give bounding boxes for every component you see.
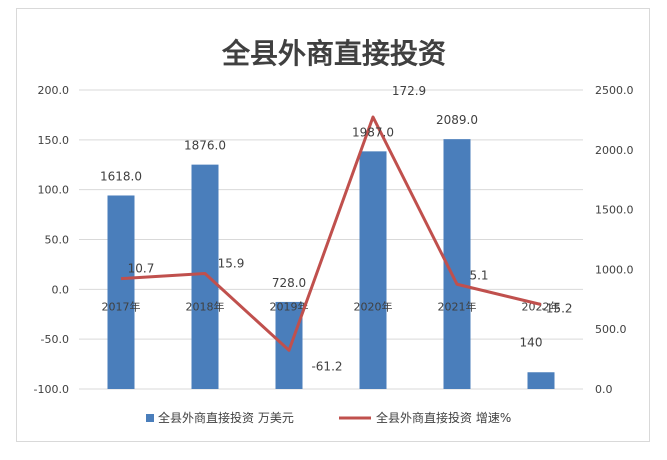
x-tick-label: 2017年 [102,299,141,313]
bar-value-label: 1618.0 [100,169,142,183]
bar [527,372,555,389]
y-right-tick-label: 2000.0 [595,144,634,157]
bar-value-label: 1876.0 [184,139,226,153]
legend-bar-swatch [146,414,154,422]
bar-value-label: 2089.0 [436,113,478,127]
bar-value-label: 1987.0 [352,125,394,139]
y-right-tick-label: 0.0 [595,383,613,396]
bar-value-label: 728.0 [272,276,306,290]
x-tick-label: 2018年 [186,299,225,313]
chart-frame: 全县外商直接投资 2017年 2018年 2019年 2020年 2021年 2022年 … [16,8,650,442]
x-tick-label: 2020年 [354,299,393,313]
legend-bar-label: 全县外商直接投资 万美元 [158,410,294,425]
chart-title: 全县外商直接投资 [221,37,446,70]
x-axis-labels: 2017年 2018年 2019年 2020年 2021年 2022年 [102,299,561,313]
line-value-label: -15.2 [541,301,572,315]
growth-line [120,115,542,352]
y-left-tick-label: 200.0 [38,84,70,97]
bar [107,195,135,389]
y-right-tick-label: 1000.0 [595,263,634,276]
y-right-tick-label: 2500.0 [595,84,634,97]
y-left-tick-label: 50.0 [45,234,70,247]
line-value-label: 15.9 [218,256,245,270]
x-tick-label: 2019年 [270,299,309,313]
bar [359,151,387,389]
data-labels: 1618.0 1876.0 728.0 1987.0 2089.0 140 10.7 15.9… [100,84,573,373]
grid-lines [79,89,583,390]
chart: 全县外商直接投资 2017年 2018年 2019年 2020年 2021年 2022年 … [34,37,634,425]
bar [275,301,303,389]
y-left-tick-label: 100.0 [38,184,70,197]
line-value-label: 5.1 [469,268,488,282]
y-left-tick-label: -50.0 [41,333,69,346]
line-value-label: 10.7 [128,262,155,276]
y-left-tick-label: 150.0 [38,134,70,147]
y-right-tick-label: 1500.0 [595,204,634,217]
line-value-label: -61.2 [311,359,342,373]
y-axis-left: 200.0 150.0 100.0 50.0 0.0 -50.0 -100.0 [34,84,69,396]
x-tick-label: 2021年 [438,299,477,313]
bar [191,164,219,389]
y-axis-right: 2500.0 2000.0 1500.0 1000.0 500.0 0.0 [595,84,634,396]
growth-line-path [120,115,542,352]
y-right-tick-label: 500.0 [595,323,627,336]
y-left-tick-label: 0.0 [52,283,70,296]
legend-line-label: 全县外商直接投资 增速% [376,410,511,425]
line-value-label: 172.9 [392,84,426,98]
y-left-tick-label: -100.0 [34,383,69,396]
bar-value-label: 140 [520,335,543,349]
legend: 全县外商直接投资 万美元 全县外商直接投资 增速% [146,410,511,425]
bars [107,139,555,389]
